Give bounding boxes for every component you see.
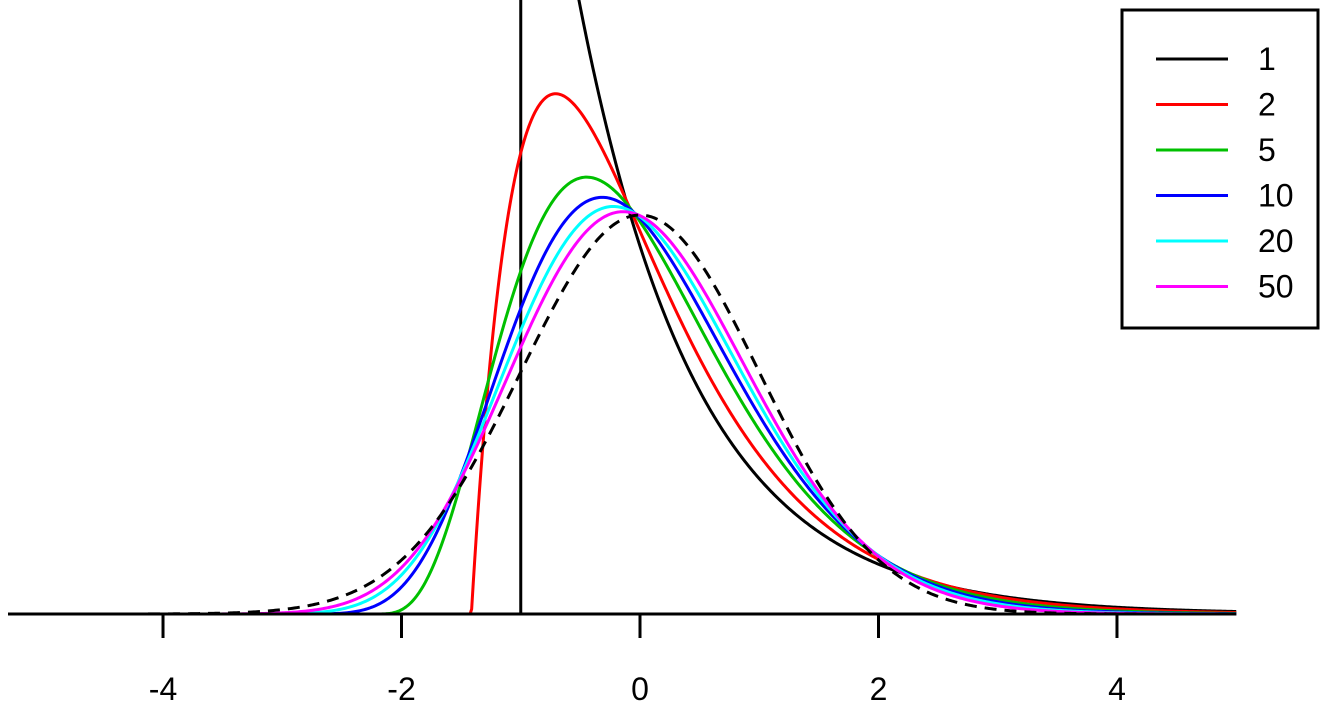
x-axis: -4 -2 0 2 4 — [8, 612, 1237, 707]
x-tick-label: -4 — [149, 671, 177, 707]
legend-label-50: 50 — [1258, 269, 1294, 305]
series-line-5 — [8, 175, 1237, 616]
series-line-10 — [8, 195, 1237, 616]
series-reference-dashed — [8, 213, 1237, 616]
series-line-20 — [8, 204, 1237, 616]
legend-label-20: 20 — [1258, 223, 1294, 259]
legend-label-1: 1 — [1258, 41, 1276, 77]
legend-label-10: 10 — [1258, 178, 1294, 214]
series-line-2 — [8, 92, 1237, 616]
legend-label-5: 5 — [1258, 132, 1276, 168]
legend: 1 2 5 10 20 50 — [1120, 8, 1320, 330]
legend-box — [1120, 8, 1320, 330]
x-tick-label: -2 — [387, 671, 415, 707]
legend-label-2: 2 — [1258, 87, 1276, 123]
curves-layer — [8, 0, 1237, 616]
x-tick-label: 2 — [870, 671, 888, 707]
x-tick-label: 0 — [631, 671, 649, 707]
series-line-50 — [8, 210, 1237, 616]
series-line-1 — [8, 0, 1237, 616]
x-tick-label: 4 — [1108, 671, 1126, 707]
